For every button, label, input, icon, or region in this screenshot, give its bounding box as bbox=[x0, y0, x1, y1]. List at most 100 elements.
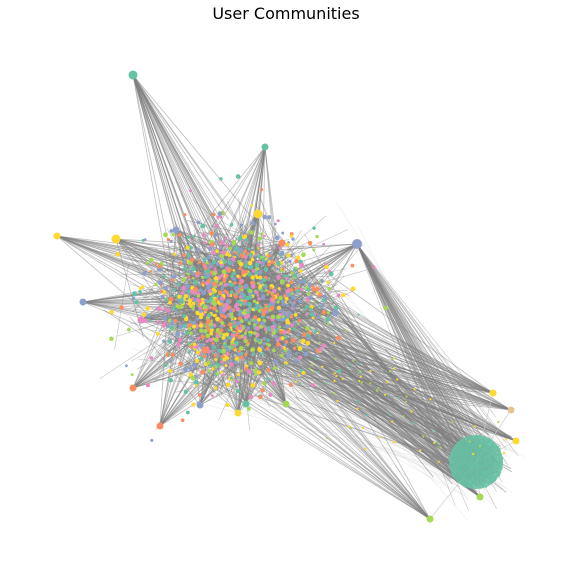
node bbox=[163, 306, 168, 311]
node bbox=[321, 310, 327, 315]
node bbox=[352, 359, 355, 362]
node bbox=[238, 261, 244, 267]
edge bbox=[356, 243, 495, 464]
node bbox=[190, 375, 196, 381]
node bbox=[182, 259, 188, 264]
hub-node bbox=[507, 406, 515, 414]
node bbox=[219, 324, 224, 328]
node bbox=[502, 452, 506, 455]
node bbox=[229, 362, 234, 367]
node bbox=[495, 471, 497, 474]
node bbox=[248, 306, 252, 311]
node bbox=[270, 291, 273, 294]
node bbox=[357, 372, 360, 375]
node bbox=[173, 275, 177, 279]
node bbox=[229, 307, 233, 311]
node bbox=[220, 360, 224, 364]
node bbox=[171, 232, 176, 237]
node bbox=[276, 305, 281, 310]
node bbox=[238, 346, 244, 351]
node bbox=[181, 332, 184, 335]
node bbox=[255, 337, 259, 341]
node bbox=[192, 320, 196, 325]
edge bbox=[356, 243, 478, 457]
node bbox=[266, 290, 272, 295]
node bbox=[285, 242, 290, 247]
node bbox=[283, 342, 287, 347]
node bbox=[260, 232, 264, 236]
node bbox=[471, 480, 474, 483]
node bbox=[216, 215, 220, 219]
node bbox=[232, 271, 237, 276]
node bbox=[405, 395, 408, 398]
node bbox=[260, 388, 265, 393]
node bbox=[115, 252, 121, 257]
node bbox=[483, 473, 486, 476]
edge bbox=[272, 287, 481, 498]
node bbox=[356, 400, 359, 403]
node bbox=[484, 476, 487, 479]
node bbox=[293, 300, 296, 304]
node bbox=[215, 316, 220, 322]
node bbox=[297, 319, 302, 323]
node bbox=[185, 245, 190, 250]
node bbox=[206, 266, 211, 270]
node bbox=[487, 452, 490, 455]
hub-node bbox=[352, 239, 362, 249]
node bbox=[478, 444, 482, 448]
node bbox=[207, 269, 211, 274]
node bbox=[333, 392, 336, 395]
node bbox=[360, 381, 364, 384]
node bbox=[498, 448, 501, 450]
node bbox=[260, 188, 264, 192]
node bbox=[411, 422, 415, 425]
node bbox=[497, 461, 500, 464]
node bbox=[334, 326, 337, 330]
node bbox=[268, 392, 273, 397]
node bbox=[249, 317, 253, 322]
node bbox=[250, 220, 256, 226]
node bbox=[402, 415, 405, 418]
edge bbox=[356, 243, 460, 460]
node bbox=[186, 252, 191, 257]
node bbox=[232, 277, 237, 282]
node bbox=[492, 469, 494, 472]
node bbox=[439, 446, 442, 449]
node bbox=[233, 285, 239, 291]
edge bbox=[356, 243, 456, 466]
edge bbox=[251, 317, 257, 353]
node bbox=[236, 274, 240, 278]
node bbox=[460, 482, 462, 484]
node bbox=[289, 232, 294, 236]
node bbox=[480, 469, 483, 472]
node bbox=[310, 383, 315, 388]
node bbox=[196, 247, 201, 252]
node bbox=[273, 359, 279, 365]
node bbox=[219, 298, 224, 303]
node bbox=[290, 271, 294, 275]
edge bbox=[357, 225, 475, 452]
node bbox=[491, 440, 494, 443]
node bbox=[266, 376, 270, 381]
node bbox=[202, 257, 207, 262]
node bbox=[219, 328, 224, 333]
edge bbox=[356, 243, 470, 444]
node bbox=[285, 318, 290, 323]
node bbox=[456, 464, 459, 467]
node bbox=[301, 279, 305, 283]
edge bbox=[132, 362, 177, 389]
node bbox=[257, 338, 262, 343]
node bbox=[288, 293, 292, 297]
node bbox=[269, 305, 275, 311]
node bbox=[485, 440, 488, 443]
node bbox=[220, 320, 225, 326]
edge bbox=[356, 243, 482, 457]
node bbox=[200, 334, 206, 340]
node bbox=[293, 358, 298, 363]
node bbox=[239, 278, 244, 284]
node bbox=[300, 338, 306, 344]
node bbox=[187, 326, 192, 331]
node bbox=[476, 464, 478, 467]
edge bbox=[356, 243, 461, 459]
node bbox=[244, 359, 247, 362]
